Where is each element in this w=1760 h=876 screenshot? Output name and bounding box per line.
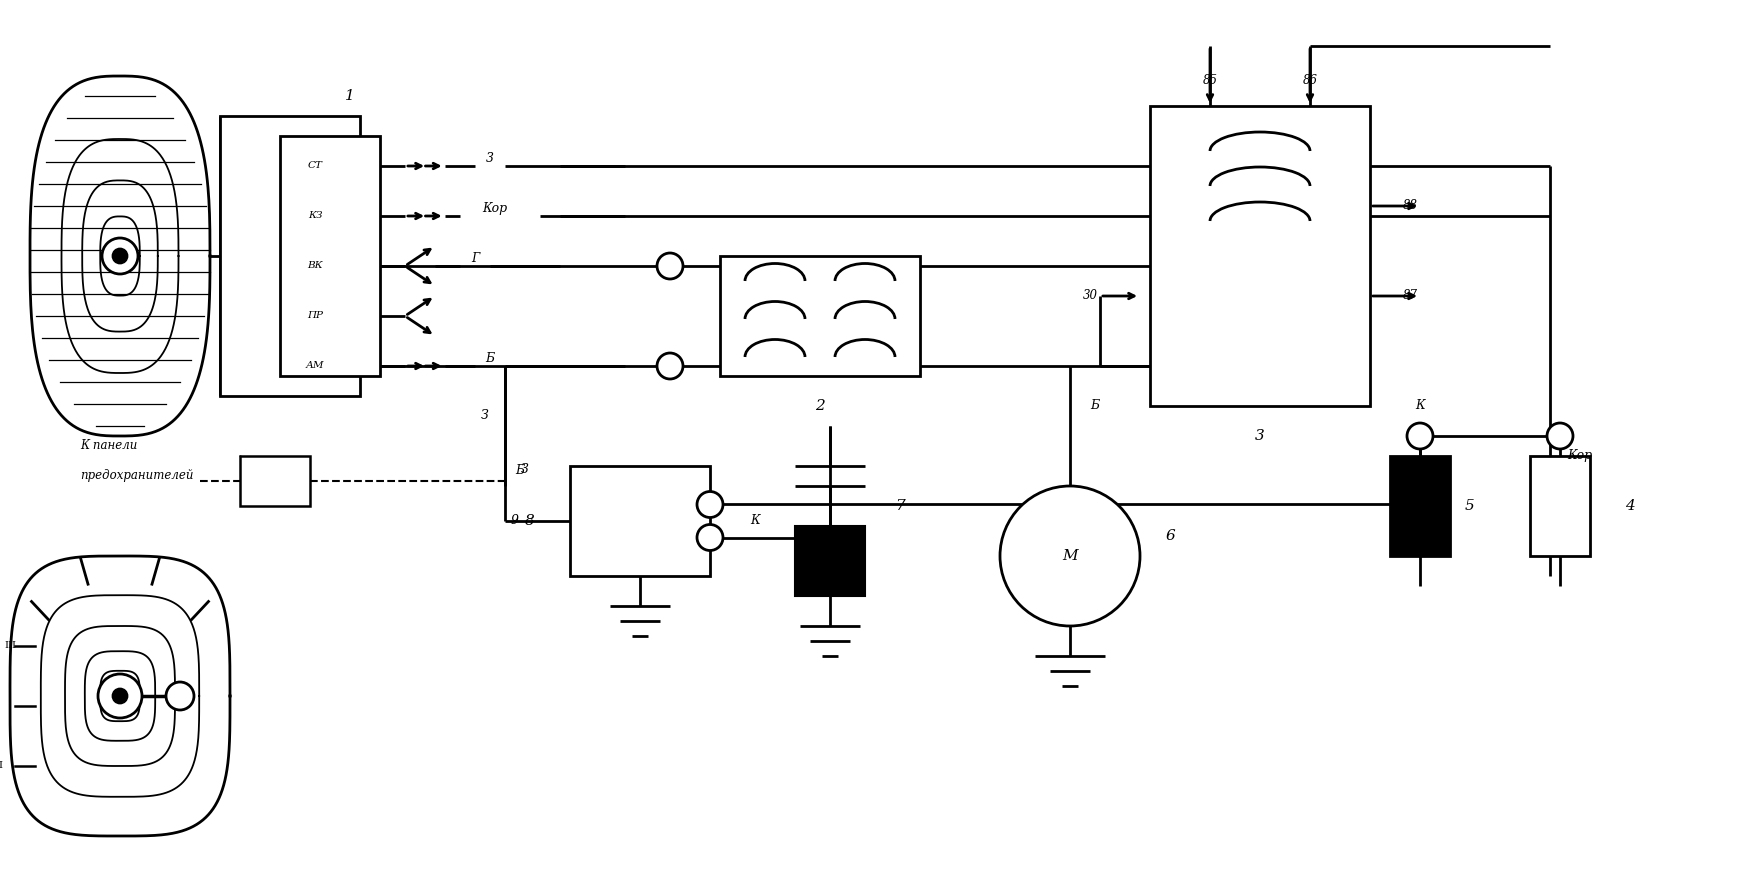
Text: 87: 87 <box>1403 289 1417 302</box>
Bar <box>220 116 361 396</box>
Text: Кор: Кор <box>1568 449 1593 463</box>
Text: 9: 9 <box>510 514 519 527</box>
Text: ВК: ВК <box>308 262 322 271</box>
Text: СТ: СТ <box>308 161 322 171</box>
Circle shape <box>656 353 683 379</box>
Text: Б: Б <box>486 352 495 365</box>
Text: Б: Б <box>1091 399 1100 413</box>
Text: К панели: К панели <box>79 440 137 453</box>
Circle shape <box>1406 423 1433 449</box>
Text: Кор: Кор <box>482 202 507 215</box>
Text: 4: 4 <box>1624 499 1635 513</box>
Text: 1: 1 <box>345 89 356 103</box>
Circle shape <box>113 249 127 263</box>
Bar <box>796 526 864 596</box>
Bar <box>720 256 920 376</box>
Text: 85: 85 <box>1202 74 1218 88</box>
Text: III: III <box>4 641 16 651</box>
Circle shape <box>697 491 723 518</box>
Text: 88: 88 <box>1403 200 1417 213</box>
Text: 2: 2 <box>815 399 825 413</box>
Text: М: М <box>1063 549 1077 563</box>
Circle shape <box>656 253 683 279</box>
Text: З: З <box>480 409 489 422</box>
Text: КЗ: КЗ <box>308 211 322 221</box>
Bar <box>280 136 380 376</box>
Text: К: К <box>1415 399 1426 413</box>
Text: АМ: АМ <box>306 362 324 371</box>
Text: 86: 86 <box>1302 74 1318 88</box>
Circle shape <box>1547 423 1573 449</box>
Polygon shape <box>11 556 231 836</box>
Text: З: З <box>521 463 528 476</box>
Text: ПР: ПР <box>306 312 324 321</box>
Circle shape <box>113 689 127 703</box>
Circle shape <box>165 682 194 710</box>
Polygon shape <box>30 76 209 436</box>
Circle shape <box>1000 486 1140 626</box>
Text: 8: 8 <box>524 514 535 528</box>
Text: 6: 6 <box>1165 529 1176 543</box>
Circle shape <box>697 525 723 550</box>
Text: 3: 3 <box>1255 429 1265 443</box>
Text: I: I <box>0 761 2 771</box>
Bar <box>1149 106 1369 406</box>
Circle shape <box>102 238 137 274</box>
Circle shape <box>99 674 143 718</box>
Text: 3: 3 <box>486 152 493 166</box>
Bar <box>570 466 709 576</box>
Text: 5: 5 <box>1464 499 1475 513</box>
Text: предохранителей: предохранителей <box>79 470 194 483</box>
Text: 7: 7 <box>896 499 905 513</box>
Bar <box>1529 456 1589 556</box>
Bar <box>1390 456 1450 556</box>
Text: Г: Г <box>472 252 479 265</box>
Text: Б: Б <box>516 464 524 477</box>
Text: 30: 30 <box>1082 289 1098 302</box>
Bar <box>239 456 310 506</box>
Text: К: К <box>750 514 760 527</box>
